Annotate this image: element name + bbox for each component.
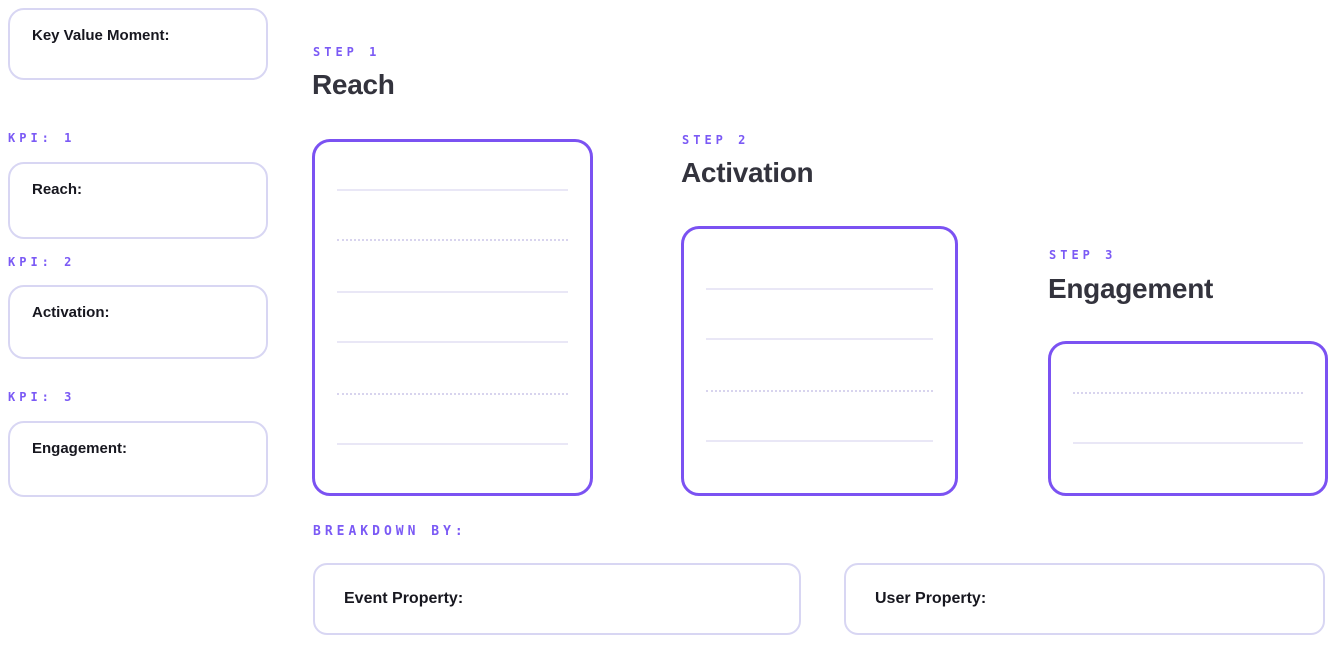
kpi-3-box[interactable]: Engagement:: [8, 421, 268, 497]
ruled-line: [337, 239, 568, 241]
user-property-box[interactable]: User Property:: [844, 563, 1325, 635]
ruled-line: [1073, 392, 1303, 394]
kpi-1-box[interactable]: Reach:: [8, 162, 268, 239]
event-property-box[interactable]: Event Property:: [313, 563, 801, 635]
ruled-line: [706, 390, 933, 392]
kpi-1-box-label: Reach:: [32, 181, 83, 198]
step-1-label: STEP 1: [313, 45, 381, 59]
ruled-line: [337, 189, 568, 191]
ruled-line: [337, 341, 568, 343]
kpi-2-label: KPI: 2: [8, 255, 76, 269]
ruled-line: [337, 443, 568, 445]
step-3-title: Engagement: [1048, 273, 1214, 304]
step-2-box[interactable]: [681, 226, 958, 496]
ruled-line: [706, 440, 933, 442]
ruled-line: [706, 338, 933, 340]
breakdown-by-label: BREAKDOWN BY:: [313, 524, 467, 539]
kpi-2-box[interactable]: Activation:: [8, 285, 268, 359]
ruled-line: [337, 393, 568, 395]
key-value-moment-box[interactable]: Key Value Moment:: [8, 8, 268, 80]
kpi-2-box-label: Activation:: [32, 304, 110, 321]
ruled-line: [337, 291, 568, 293]
step-2-label: STEP 2: [682, 133, 750, 147]
step-2-title: Activation: [681, 157, 814, 188]
kpi-3-box-label: Engagement:: [32, 440, 128, 457]
kpi-3-label: KPI: 3: [8, 390, 76, 404]
kpi-1-label: KPI: 1: [8, 131, 76, 145]
step-3-box[interactable]: [1048, 341, 1328, 496]
event-property-label: Event Property:: [344, 590, 464, 607]
key-value-moment-label: Key Value Moment:: [32, 27, 170, 44]
ruled-line: [1073, 442, 1303, 444]
step-1-title: Reach: [312, 69, 395, 100]
step-3-label: STEP 3: [1049, 248, 1117, 262]
step-1-box[interactable]: [312, 139, 593, 496]
ruled-line: [706, 288, 933, 290]
user-property-label: User Property:: [875, 590, 987, 607]
